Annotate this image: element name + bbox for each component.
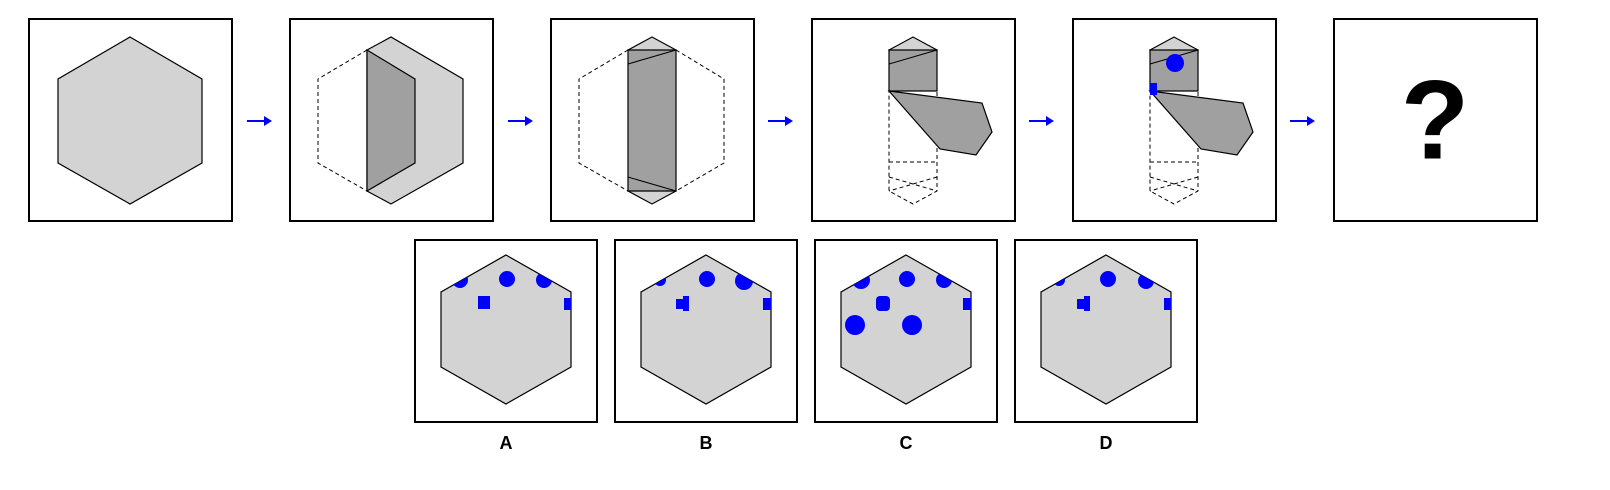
arrow-5 bbox=[1290, 116, 1315, 126]
question-panel: ? bbox=[1333, 18, 1538, 222]
diagonal-folded-flap bbox=[887, 90, 993, 156]
option-label: A bbox=[500, 433, 513, 453]
step-4-panel bbox=[811, 18, 1016, 222]
option-d[interactable]: D bbox=[1014, 239, 1198, 453]
dashed-original-outline bbox=[317, 49, 368, 192]
dashed-strip-bottom bbox=[1149, 90, 1199, 205]
step-3-panel bbox=[550, 18, 755, 222]
dashed-outline-right bbox=[675, 49, 725, 192]
option-b[interactable]: B bbox=[614, 239, 798, 453]
folded-strip bbox=[627, 49, 677, 192]
step-5-panel bbox=[1072, 18, 1277, 222]
arrow-2 bbox=[508, 116, 533, 126]
strip-upper-part bbox=[888, 49, 938, 92]
diagonal-folded-flap bbox=[1148, 90, 1254, 156]
option-label: D bbox=[1100, 433, 1113, 453]
option-a[interactable]: A bbox=[414, 239, 598, 453]
option-hexagon bbox=[1040, 254, 1172, 405]
punched-circle bbox=[1166, 54, 1184, 72]
option-c[interactable]: C bbox=[814, 239, 998, 453]
folded-left-flap bbox=[366, 48, 416, 193]
arrow-3 bbox=[768, 116, 793, 126]
question-mark: ? bbox=[1401, 58, 1469, 183]
option-label: B bbox=[700, 433, 713, 453]
dashed-outline-left bbox=[578, 49, 629, 192]
punched-square bbox=[1150, 83, 1157, 95]
arrow-1 bbox=[247, 116, 272, 126]
option-label: C bbox=[900, 433, 913, 453]
dashed-strip-bottom bbox=[888, 90, 938, 205]
option-hexagon bbox=[640, 254, 772, 405]
step-2-panel bbox=[289, 18, 494, 222]
arrow-4 bbox=[1029, 116, 1054, 126]
option-hexagon bbox=[440, 254, 572, 405]
hexagon-sheet bbox=[57, 36, 203, 205]
step-1-panel bbox=[28, 18, 233, 222]
